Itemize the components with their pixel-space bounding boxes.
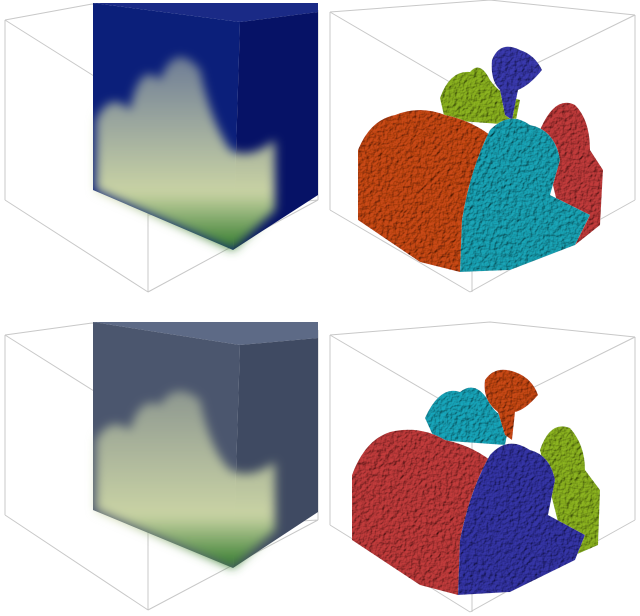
panel-surfaces-1 <box>329 0 636 293</box>
surface-green <box>440 67 520 125</box>
volume-top <box>93 3 318 22</box>
volume-top <box>93 322 318 345</box>
surface-red <box>352 429 490 595</box>
panel-volume-blue <box>4 3 319 293</box>
surface-blue <box>458 443 585 595</box>
volume-cloud <box>96 391 275 568</box>
panel-volume-gray <box>4 322 319 611</box>
panel-surfaces-2 <box>329 321 636 613</box>
volume-cloud <box>96 57 275 251</box>
surface-orange <box>358 110 490 272</box>
surface-cyan <box>460 118 590 272</box>
surface-green <box>540 426 600 555</box>
surface-blue <box>491 46 542 120</box>
surface-orange <box>484 369 538 440</box>
surface-red <box>540 102 603 246</box>
